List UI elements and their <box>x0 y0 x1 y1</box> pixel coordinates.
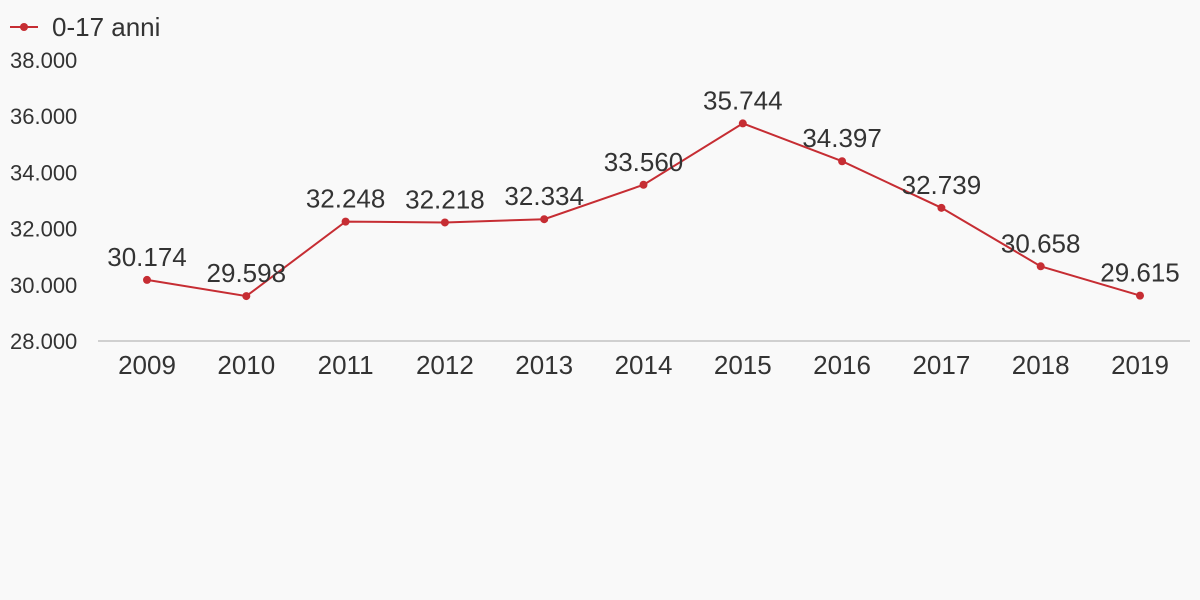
x-tick-label: 2010 <box>217 350 275 380</box>
legend[interactable]: 0-17 anni <box>10 12 160 42</box>
data-point[interactable] <box>341 217 350 226</box>
y-tick-label: 28.000 <box>10 329 77 354</box>
x-tick-label: 2019 <box>1111 350 1169 380</box>
data-label: 35.744 <box>703 85 783 115</box>
data-label: 30.658 <box>1001 228 1081 258</box>
data-point[interactable] <box>639 180 648 189</box>
data-label: 33.560 <box>604 147 684 177</box>
x-tick-label: 2015 <box>714 350 772 380</box>
legend-label: 0-17 anni <box>52 12 160 42</box>
data-point[interactable] <box>242 292 251 301</box>
y-tick-label: 34.000 <box>10 160 77 185</box>
data-labels: 30.174 29.598 32.248 32.218 32.334 33.560 35.7… <box>107 85 1180 288</box>
y-tick-label: 32.000 <box>10 217 77 242</box>
y-tick-label: 30.000 <box>10 273 77 298</box>
data-point[interactable] <box>143 275 151 284</box>
data-point[interactable] <box>1036 262 1045 271</box>
x-tick-label: 2017 <box>912 350 970 380</box>
data-label: 29.615 <box>1100 258 1180 288</box>
data-label: 30.174 <box>107 242 187 272</box>
data-point[interactable] <box>1136 291 1144 300</box>
data-label: 34.397 <box>802 123 882 153</box>
x-tick-label: 2018 <box>1012 350 1070 380</box>
x-tick-label: 2013 <box>515 350 573 380</box>
legend-dot-marker <box>20 23 28 31</box>
data-point[interactable] <box>838 157 847 166</box>
data-label: 29.598 <box>207 258 287 288</box>
data-label: 32.739 <box>902 170 982 200</box>
x-tick-label: 2011 <box>318 350 374 380</box>
x-tick-label: 2009 <box>118 350 176 380</box>
x-tick-label: 2014 <box>615 350 673 380</box>
y-tick-label: 36.000 <box>10 104 77 129</box>
data-point[interactable] <box>738 119 747 128</box>
data-label: 32.248 <box>306 184 386 214</box>
x-axis: 2009 2010 2011 2012 2013 2014 2015 2016 2017 2018… <box>118 350 1169 380</box>
data-label: 32.218 <box>405 184 485 214</box>
data-point[interactable] <box>540 215 549 224</box>
series-0-17-anni <box>143 119 1144 301</box>
y-tick-label: 38.000 <box>10 48 77 73</box>
y-axis: 28.000 30.000 32.000 34.000 36.000 38.000 <box>10 48 77 354</box>
x-tick-label: 2012 <box>416 350 474 380</box>
data-point[interactable] <box>440 218 449 227</box>
data-label: 32.334 <box>504 181 584 211</box>
x-tick-label: 2016 <box>813 350 871 380</box>
data-point[interactable] <box>937 203 946 212</box>
